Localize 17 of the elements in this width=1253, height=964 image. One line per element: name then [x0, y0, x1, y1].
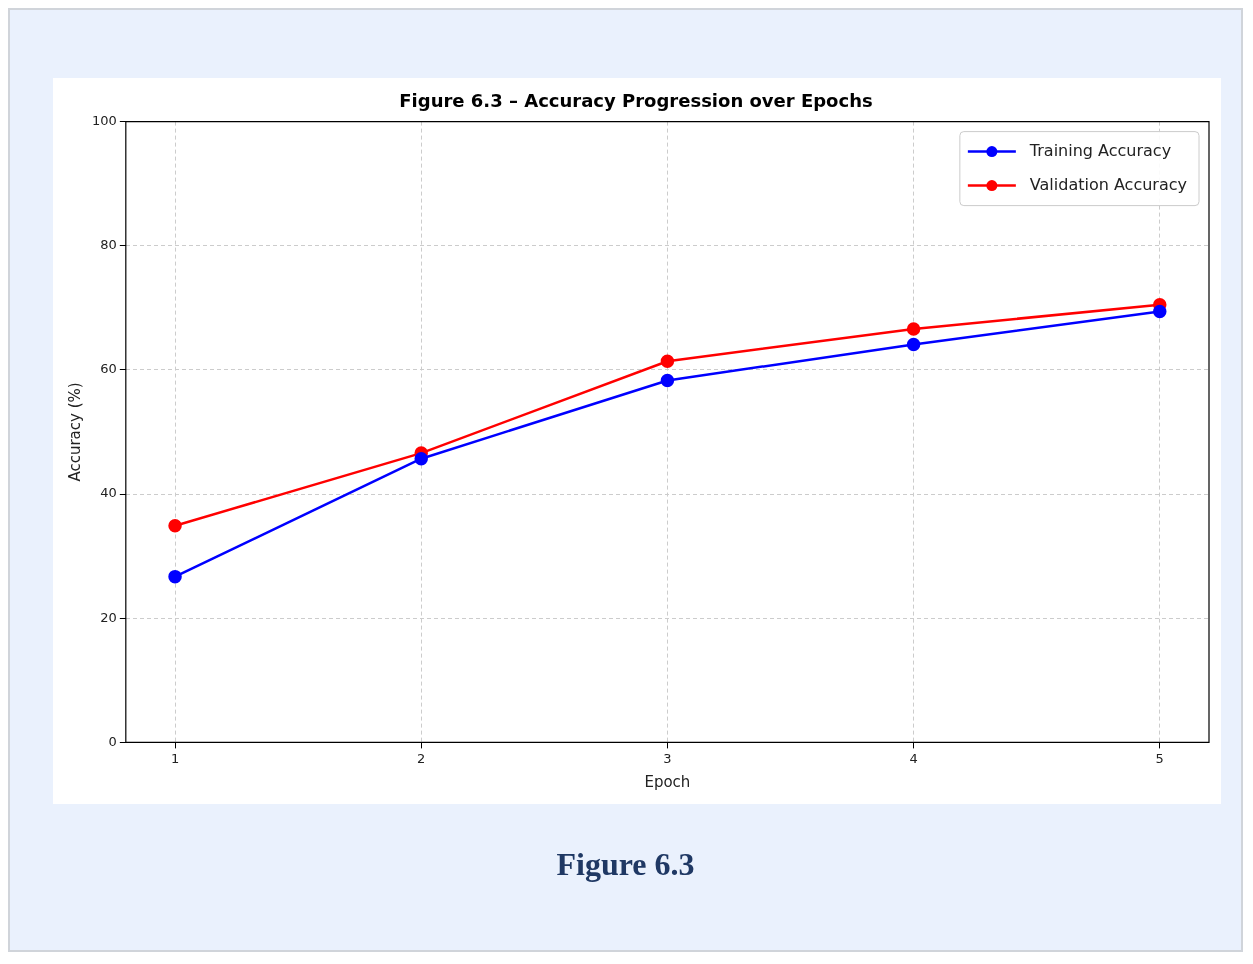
- chart-title: Figure 6.3 – Accuracy Progression over Epochs: [399, 90, 873, 112]
- x-tick-label: 3: [663, 750, 672, 766]
- y-tick-label: 20: [100, 609, 117, 625]
- y-tick-label: 100: [91, 112, 117, 128]
- y-tick-label: 0: [108, 733, 117, 749]
- x-tick-label: 5: [1155, 750, 1164, 766]
- y-tick-label: 80: [100, 237, 117, 253]
- y-axis-title: Accuracy (%): [65, 382, 84, 482]
- legend-label: Validation Accuracy: [1029, 174, 1187, 194]
- y-tick-label: 60: [100, 361, 117, 377]
- y-tick-label: 40: [100, 485, 117, 501]
- legend-label: Training Accuracy: [1028, 140, 1172, 160]
- x-axis-title: Epoch: [644, 772, 691, 791]
- x-tick-label: 2: [417, 750, 426, 766]
- caption: Figure 6.3: [555, 846, 696, 883]
- x-tick-label: 4: [909, 750, 918, 766]
- x-tick-label: 1: [170, 750, 180, 766]
